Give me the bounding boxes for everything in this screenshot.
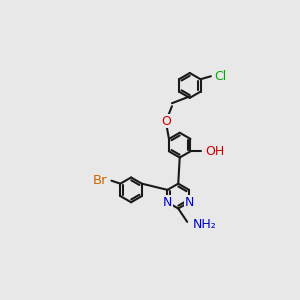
Text: OH: OH bbox=[205, 145, 225, 158]
Text: Br: Br bbox=[92, 174, 107, 187]
Text: NH₂: NH₂ bbox=[193, 218, 216, 231]
Text: O: O bbox=[161, 115, 171, 128]
Text: Cl: Cl bbox=[214, 70, 226, 83]
Text: N: N bbox=[163, 196, 172, 209]
Text: N: N bbox=[184, 196, 194, 209]
